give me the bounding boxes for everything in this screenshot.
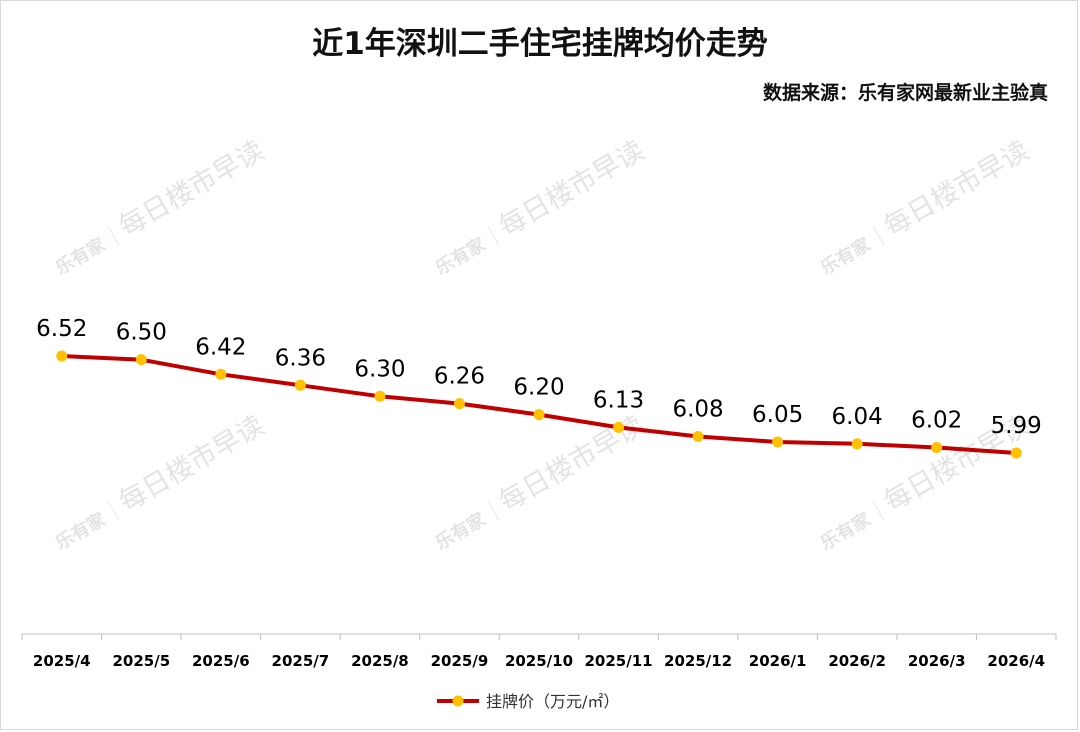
watermark-text: 每日楼市早读 [879, 135, 1035, 243]
legend-label: 挂牌价（万元/㎡） [486, 692, 619, 711]
watermark-brand: 乐有家 [52, 508, 111, 555]
data-point [56, 350, 68, 362]
watermark-divider [872, 226, 885, 246]
data-label: 6.26 [434, 364, 485, 390]
x-tick-label: 2025/11 [584, 652, 652, 670]
watermark-divider [107, 501, 120, 521]
data-point [533, 409, 545, 421]
x-tick-label: 2026/1 [749, 652, 807, 670]
data-label: 6.20 [513, 375, 564, 401]
watermark-brand: 乐有家 [52, 233, 111, 280]
x-tick-label: 2026/2 [828, 652, 886, 670]
data-source: 数据来源：乐有家网最新业主验真 [762, 82, 1048, 104]
watermark-brand: 乐有家 [432, 508, 491, 555]
data-point [135, 354, 147, 366]
x-tick-label: 2026/4 [987, 652, 1045, 670]
data-point [294, 379, 306, 391]
legend: 挂牌价（万元/㎡） [437, 692, 619, 711]
x-tick-label: 2025/7 [272, 652, 330, 670]
x-tick-label: 2026/3 [908, 652, 966, 670]
data-point [772, 436, 784, 448]
watermark-divider [487, 226, 500, 246]
data-label: 6.04 [832, 404, 883, 430]
data-label: 6.02 [911, 408, 962, 434]
watermark-divider [107, 226, 120, 246]
watermark-divider [872, 501, 885, 521]
series-group: 6.52 6.50 6.42 6.36 6.30 6.26 6.20 6.13 6.08 6.05… [36, 316, 1042, 459]
watermark-text: 每日楼市早读 [114, 135, 270, 243]
chart-title: 近1年深圳二手住宅挂牌均价走势 [312, 26, 768, 62]
data-point [1010, 447, 1022, 459]
data-point [453, 398, 465, 410]
watermark-brand: 乐有家 [817, 233, 876, 280]
data-label: 5.99 [991, 413, 1042, 439]
x-tick-label: 2025/4 [33, 652, 91, 670]
data-label: 6.50 [116, 320, 167, 346]
data-point [851, 438, 863, 450]
data-label: 6.36 [275, 345, 326, 371]
watermark-divider [487, 501, 500, 521]
data-label: 6.42 [195, 334, 246, 360]
data-label: 6.52 [36, 316, 87, 342]
data-point [692, 431, 704, 443]
data-label: 6.13 [593, 387, 644, 413]
watermark-brand: 乐有家 [817, 508, 876, 555]
legend-marker [452, 695, 464, 707]
x-axis: 2025/4 2025/5 2025/6 2025/7 2025/8 2025/9 2025… [21, 633, 1057, 670]
x-tick-label: 2025/8 [351, 652, 409, 670]
data-point [215, 368, 227, 380]
x-tick-label: 2025/9 [431, 652, 489, 670]
watermark-text: 每日楼市早读 [114, 410, 270, 518]
watermark-text: 每日楼市早读 [494, 135, 650, 243]
data-point [613, 421, 625, 433]
data-label: 6.08 [672, 397, 723, 423]
watermark-brand: 乐有家 [432, 233, 491, 280]
data-point [931, 442, 943, 454]
data-label: 6.05 [752, 402, 803, 428]
x-tick-label: 2025/12 [664, 652, 732, 670]
x-tick-label: 2025/10 [505, 652, 573, 670]
x-tick-label: 2025/5 [112, 652, 170, 670]
data-label: 6.30 [354, 356, 405, 382]
x-tick-label: 2025/6 [192, 652, 250, 670]
data-point [374, 390, 386, 402]
